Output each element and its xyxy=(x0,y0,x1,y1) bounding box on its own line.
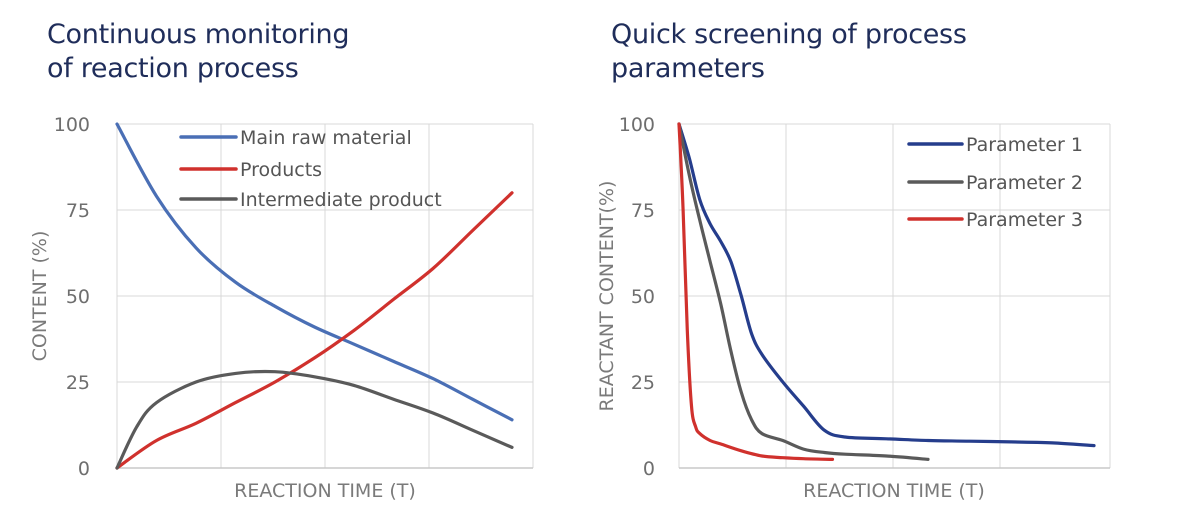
chart-1-x-axis-label: REACTION TIME (T) xyxy=(234,480,416,502)
chart-2-y-axis-label: REACTANT CONTENT(%) xyxy=(596,181,618,412)
chart-2-y-tick-label: 0 xyxy=(643,458,655,480)
chart-2-title: Quick screening of process parameters xyxy=(611,18,1051,86)
chart-2-title-line-1: Quick screening of process xyxy=(611,19,967,50)
chart-2-x-axis-label: REACTION TIME (T) xyxy=(803,480,985,502)
chart-1-title-line-2: of reaction process xyxy=(47,53,299,84)
chart-1-y-tick-label: 0 xyxy=(78,458,90,480)
chart-1-legend-label-3: Intermediate product xyxy=(240,189,442,211)
chart-1-legend-label-1: Main raw material xyxy=(240,127,412,149)
chart-1-series-line-3 xyxy=(115,369,514,470)
chart-1-title: Continuous monitoring of reaction proces… xyxy=(47,18,467,86)
chart-2-legend-label-3: Parameter 3 xyxy=(966,209,1083,231)
chart-2-y-tick-label: 25 xyxy=(631,372,655,394)
chart-2-series-line-1 xyxy=(677,122,1096,448)
chart-2-legend-label-2: Parameter 2 xyxy=(966,172,1083,194)
chart-1-series-line-1 xyxy=(115,122,514,422)
chart-1-series-line-2 xyxy=(115,191,514,470)
chart-2-series-line-3 xyxy=(677,122,835,461)
chart-1-y-tick-label: 75 xyxy=(66,200,90,222)
chart-1-y-tick-label: 25 xyxy=(66,372,90,394)
chart-2-y-tick-label: 50 xyxy=(631,286,655,308)
chart-2-y-tick-label: 75 xyxy=(631,200,655,222)
chart-2-legend-label-1: Parameter 1 xyxy=(966,134,1083,156)
chart-2-title-line-2: parameters xyxy=(611,53,765,84)
chart-1-title-line-1: Continuous monitoring xyxy=(47,19,350,50)
chart-2: 0 25 50 75 100 REACTION TIME (T) REACTANT CONT… xyxy=(596,114,1111,502)
chart-1-legend-label-2: Products xyxy=(240,159,322,181)
chart-1-y-tick-label: 100 xyxy=(54,114,90,136)
chart-2-y-tick-label: 100 xyxy=(619,114,655,136)
chart-1: 0 25 50 75 100 REACTION TIME (T) CONTENT (%) Ma… xyxy=(29,114,534,502)
chart-1-y-axis-label: CONTENT (%) xyxy=(29,231,51,362)
chart-2-series-line-2 xyxy=(677,122,930,461)
chart-1-y-tick-label: 50 xyxy=(66,286,90,308)
